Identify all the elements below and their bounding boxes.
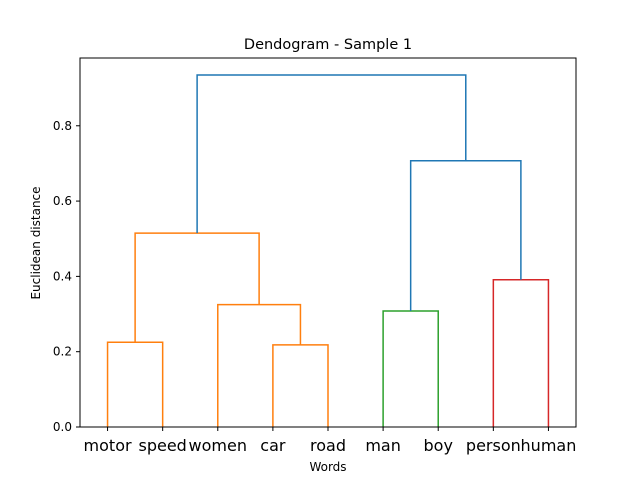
y-axis-label: Euclidean distance [29, 186, 43, 299]
y-axis-ticks: 0.0 0.2 0.4 0.6 0.8 [53, 119, 80, 434]
leaf-label-person: person [466, 436, 521, 455]
link-women-carroad [217, 303, 302, 427]
leaf-label-human: human [521, 436, 577, 455]
y-tick-label: 0.6 [53, 194, 72, 208]
link-motor-speed [106, 341, 164, 427]
leaf-label-speed: speed [138, 436, 186, 455]
y-tick-label: 0.4 [53, 269, 72, 283]
y-tick-label: 0.0 [53, 420, 72, 434]
link-ms-wcr [134, 232, 260, 343]
chart-title: Dendogram - Sample 1 [244, 37, 412, 53]
link-root [196, 74, 467, 234]
dendrogram-links [106, 74, 550, 427]
link-person-human [492, 279, 550, 427]
link-car-road [272, 344, 329, 427]
link-man-boy [382, 310, 439, 427]
x-axis-label: Words [309, 460, 346, 474]
leaf-label-road: road [310, 436, 346, 455]
y-tick-label: 0.2 [53, 345, 72, 359]
leaf-label-man: man [365, 436, 401, 455]
leaf-label-boy: boy [424, 436, 453, 455]
link-mb-ph [409, 160, 522, 312]
y-tick-label: 0.8 [53, 119, 72, 133]
leaf-label-women: women [189, 436, 247, 455]
x-axis-ticks: motor speed women car road man boy person human [84, 427, 577, 455]
leaf-label-car: car [260, 436, 286, 455]
leaf-label-motor: motor [84, 436, 132, 455]
